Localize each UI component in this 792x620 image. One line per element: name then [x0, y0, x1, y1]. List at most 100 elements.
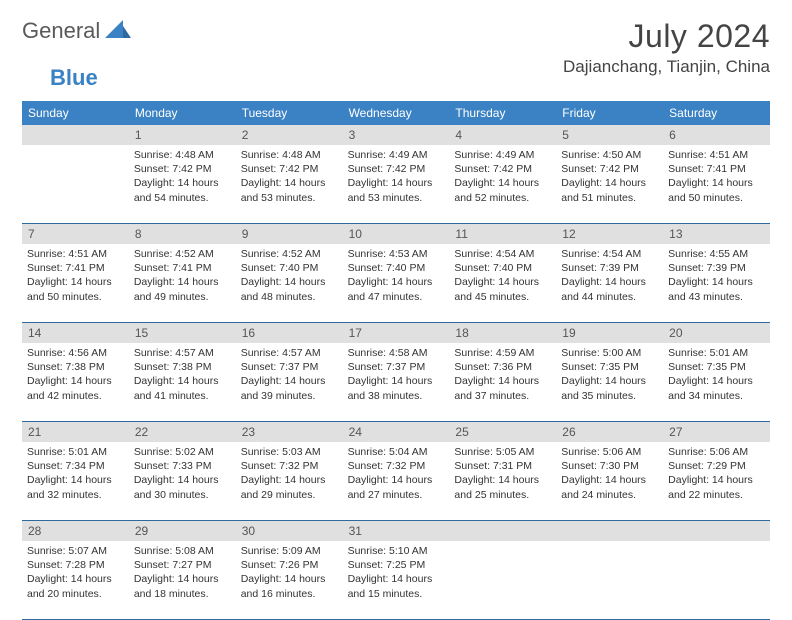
day-info-line: Sunrise: 5:00 AM	[561, 346, 658, 360]
day-info-line: Sunrise: 4:51 AM	[668, 148, 765, 162]
day-cell: Sunrise: 4:58 AMSunset: 7:37 PMDaylight:…	[343, 343, 450, 421]
day-cell: Sunrise: 4:50 AMSunset: 7:42 PMDaylight:…	[556, 145, 663, 223]
day-info-line: Daylight: 14 hours	[241, 374, 338, 388]
day-info-line: Sunset: 7:32 PM	[348, 459, 445, 473]
day-info-line: and 42 minutes.	[27, 389, 124, 403]
day-info-line: and 49 minutes.	[134, 290, 231, 304]
day-info-line: Daylight: 14 hours	[134, 176, 231, 190]
day-info-line: and 41 minutes.	[134, 389, 231, 403]
day-info-line: and 25 minutes.	[454, 488, 551, 502]
day-info-line: Daylight: 14 hours	[241, 473, 338, 487]
day-cell: Sunrise: 5:01 AMSunset: 7:35 PMDaylight:…	[663, 343, 770, 421]
weekday-header: Sunday	[22, 101, 129, 125]
day-info-line: and 45 minutes.	[454, 290, 551, 304]
day-info-line: Sunrise: 4:58 AM	[348, 346, 445, 360]
day-info-line: Daylight: 14 hours	[348, 572, 445, 586]
day-info-line: and 51 minutes.	[561, 191, 658, 205]
day-info-line: Sunrise: 5:01 AM	[27, 445, 124, 459]
day-info-line: Daylight: 14 hours	[561, 374, 658, 388]
day-info-line: Sunrise: 4:54 AM	[454, 247, 551, 261]
weekday-header: Saturday	[663, 101, 770, 125]
day-cell: Sunrise: 5:06 AMSunset: 7:30 PMDaylight:…	[556, 442, 663, 520]
day-info-line: and 27 minutes.	[348, 488, 445, 502]
day-info-line: and 37 minutes.	[454, 389, 551, 403]
day-number: 27	[663, 422, 770, 442]
day-number	[556, 521, 663, 541]
day-number: 9	[236, 224, 343, 244]
day-number: 2	[236, 125, 343, 145]
day-number: 16	[236, 323, 343, 343]
day-number	[449, 521, 556, 541]
day-info-line: Sunset: 7:42 PM	[241, 162, 338, 176]
day-info-line: Sunrise: 4:57 AM	[134, 346, 231, 360]
day-info-line: Sunrise: 4:49 AM	[454, 148, 551, 162]
day-number: 15	[129, 323, 236, 343]
day-info-line: Daylight: 14 hours	[134, 572, 231, 586]
day-number: 18	[449, 323, 556, 343]
day-number: 6	[663, 125, 770, 145]
day-cell: Sunrise: 4:55 AMSunset: 7:39 PMDaylight:…	[663, 244, 770, 322]
day-number: 14	[22, 323, 129, 343]
day-info-line: Daylight: 14 hours	[454, 473, 551, 487]
day-info-line: Daylight: 14 hours	[561, 176, 658, 190]
day-info-line: Daylight: 14 hours	[668, 374, 765, 388]
day-info-line: and 18 minutes.	[134, 587, 231, 601]
day-cell: Sunrise: 4:51 AMSunset: 7:41 PMDaylight:…	[663, 145, 770, 223]
weekday-header: Wednesday	[343, 101, 450, 125]
location: Dajianchang, Tianjin, China	[563, 57, 770, 77]
day-info-line: Daylight: 14 hours	[27, 473, 124, 487]
day-number: 13	[663, 224, 770, 244]
day-info-line: Sunrise: 5:07 AM	[27, 544, 124, 558]
day-info-line: Daylight: 14 hours	[134, 473, 231, 487]
day-number: 31	[343, 521, 450, 541]
day-info-line: Daylight: 14 hours	[241, 275, 338, 289]
day-info-line: Sunset: 7:42 PM	[454, 162, 551, 176]
day-info-line: and 48 minutes.	[241, 290, 338, 304]
week-row: Sunrise: 4:51 AM Sunset: 7:41 PM Daylight:…	[22, 244, 770, 323]
day-info-line: Sunrise: 4:55 AM	[668, 247, 765, 261]
day-info-line: and 24 minutes.	[561, 488, 658, 502]
day-number: 23	[236, 422, 343, 442]
day-info-line: Sunrise: 4:51 AM	[27, 247, 124, 261]
day-info-line: Daylight: 14 hours	[668, 176, 765, 190]
day-cell: Sunrise: 4:54 AMSunset: 7:39 PMDaylight:…	[556, 244, 663, 322]
day-info-line: Sunset: 7:36 PM	[454, 360, 551, 374]
day-info-line: Daylight: 14 hours	[134, 374, 231, 388]
day-number-row: 21222324252627	[22, 422, 770, 442]
day-number: 19	[556, 323, 663, 343]
day-info-line: Sunset: 7:39 PM	[561, 261, 658, 275]
day-info-line: Sunrise: 5:04 AM	[348, 445, 445, 459]
day-info-line: Sunrise: 4:53 AM	[348, 247, 445, 261]
day-info-line: Sunset: 7:40 PM	[241, 261, 338, 275]
day-number: 28	[22, 521, 129, 541]
day-cell: Sunrise: 4:59 AMSunset: 7:36 PMDaylight:…	[449, 343, 556, 421]
day-info-line: Sunset: 7:30 PM	[561, 459, 658, 473]
day-info-line: Daylight: 14 hours	[454, 374, 551, 388]
day-cell: Sunrise: 5:08 AMSunset: 7:27 PMDaylight:…	[129, 541, 236, 619]
day-info-line: and 47 minutes.	[348, 290, 445, 304]
day-info-line: Daylight: 14 hours	[348, 473, 445, 487]
week-row: Sunrise: 5:07 AMSunset: 7:28 PMDaylight:…	[22, 541, 770, 620]
day-info-line: and 30 minutes.	[134, 488, 231, 502]
day-info-line: Sunset: 7:40 PM	[454, 261, 551, 275]
day-number: 8	[129, 224, 236, 244]
day-info-line: Daylight: 14 hours	[454, 176, 551, 190]
day-info-line: Sunset: 7:39 PM	[668, 261, 765, 275]
day-info-line: Sunset: 7:41 PM	[134, 261, 231, 275]
day-info-line: Daylight: 14 hours	[561, 275, 658, 289]
weekday-header: Thursday	[449, 101, 556, 125]
day-number: 1	[129, 125, 236, 145]
day-cell: Sunrise: 5:04 AMSunset: 7:32 PMDaylight:…	[343, 442, 450, 520]
day-info-line: and 38 minutes.	[348, 389, 445, 403]
brand-part1: General	[22, 18, 100, 44]
day-number: 24	[343, 422, 450, 442]
day-info-line: Sunrise: 5:10 AM	[348, 544, 445, 558]
day-info-line: Sunrise: 5:05 AM	[454, 445, 551, 459]
day-info-line: Sunset: 7:35 PM	[561, 360, 658, 374]
day-cell: Sunrise: 5:02 AMSunset: 7:33 PMDaylight:…	[129, 442, 236, 520]
day-cell: Sunrise: 5:03 AMSunset: 7:32 PMDaylight:…	[236, 442, 343, 520]
day-cell: Sunrise: 5:05 AMSunset: 7:31 PMDaylight:…	[449, 442, 556, 520]
day-info-line: Sunrise: 5:09 AM	[241, 544, 338, 558]
day-info-line: Sunset: 7:37 PM	[348, 360, 445, 374]
day-info-line: Sunset: 7:33 PM	[134, 459, 231, 473]
